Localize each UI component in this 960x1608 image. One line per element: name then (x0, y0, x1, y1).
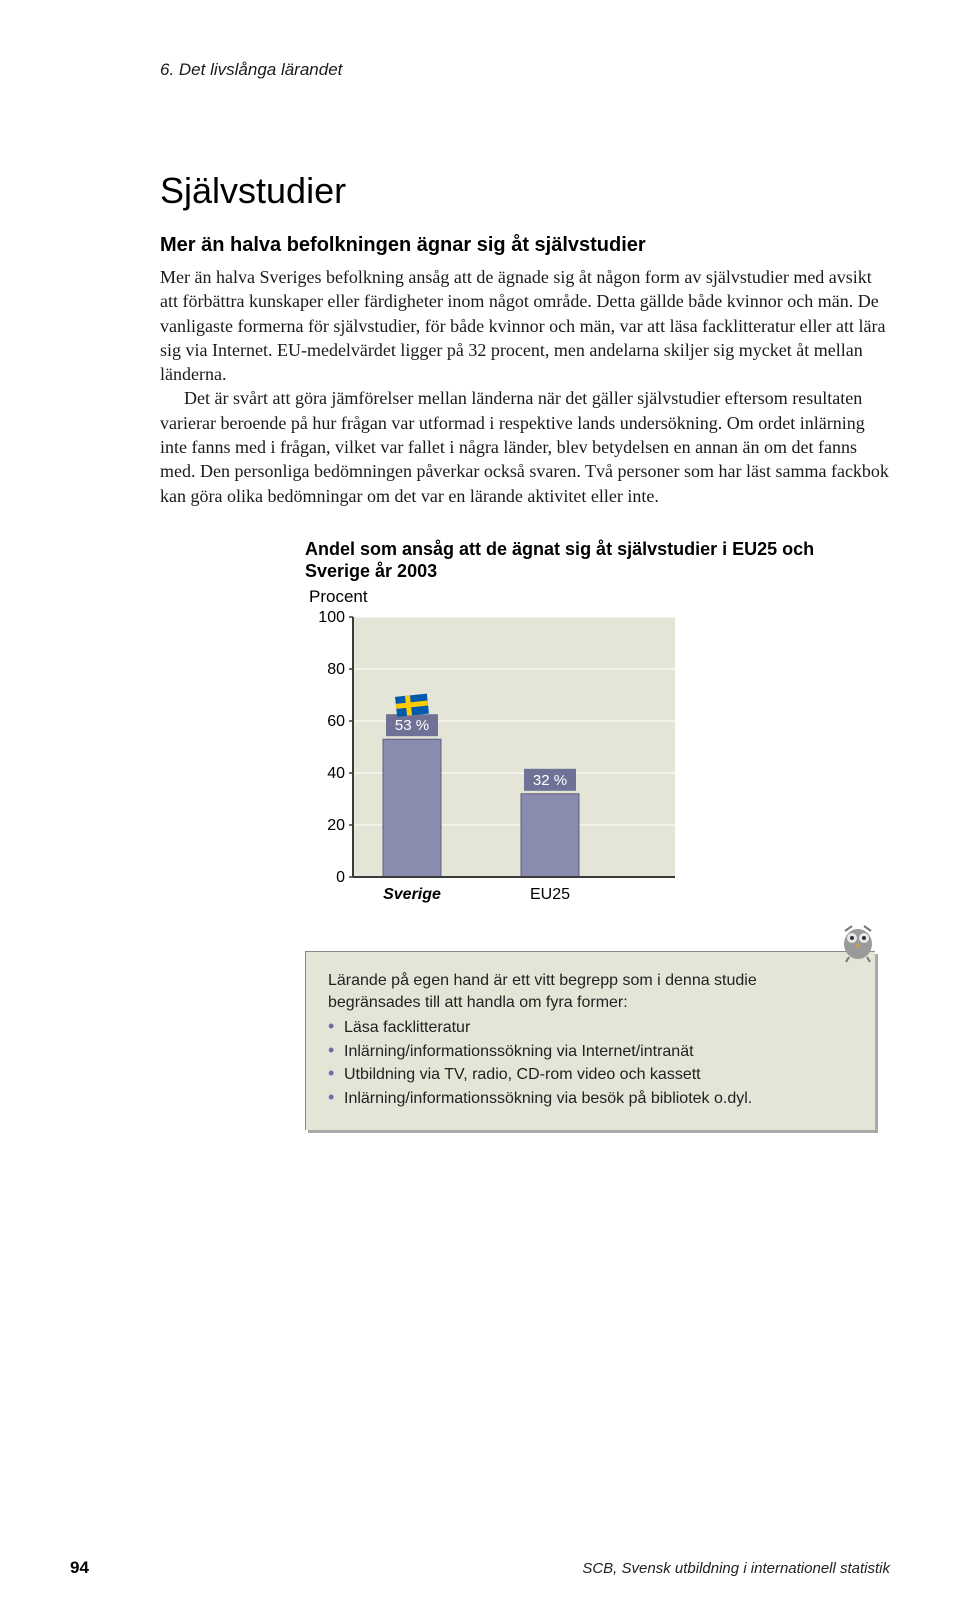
paragraph-1: Mer än halva Sveriges befolkning ansåg a… (160, 265, 890, 386)
svg-text:EU25: EU25 (530, 886, 570, 903)
svg-text:Sverige: Sverige (383, 886, 441, 903)
svg-text:60: 60 (327, 713, 345, 730)
svg-text:40: 40 (327, 765, 345, 782)
svg-text:32 %: 32 % (533, 772, 567, 789)
body-text: Mer än halva Sveriges befolkning ansåg a… (160, 265, 890, 508)
info-box-list: Läsa facklitteratur Inlärning/informatio… (328, 1017, 853, 1109)
svg-text:20: 20 (327, 817, 345, 834)
running-head: 6. Det livslånga lärandet (160, 60, 890, 80)
svg-text:0: 0 (336, 869, 345, 886)
paragraph-2: Det är svårt att göra jämförelser mellan… (160, 386, 890, 507)
svg-text:53 %: 53 % (395, 717, 429, 734)
info-box-intro: Lärande på egen hand är ett vitt begrepp… (328, 970, 853, 1013)
footer: 94 SCB, Svensk utbildning i internatione… (70, 1558, 890, 1578)
chart-title: Andel som ansåg att de ägnat sig åt själ… (305, 538, 815, 583)
list-item: Utbildning via TV, radio, CD-rom video o… (328, 1064, 853, 1086)
svg-text:100: 100 (318, 611, 345, 626)
list-item: Inlärning/informationssökning via besök … (328, 1088, 853, 1110)
chart-y-axis-label: Procent (309, 587, 815, 607)
chart-block: Andel som ansåg att de ägnat sig åt själ… (305, 538, 815, 911)
list-item: Inlärning/informationssökning via Intern… (328, 1041, 853, 1063)
page-number: 94 (70, 1558, 89, 1578)
info-box: Lärande på egen hand är ett vitt begrepp… (305, 951, 875, 1130)
footer-reference: SCB, Svensk utbildning i internationell … (582, 1560, 890, 1577)
chart-svg-wrap: 0 20 40 60 80 100 53 % Sverige 32 % EU25 (305, 611, 685, 911)
list-item: Läsa facklitteratur (328, 1017, 853, 1039)
page: 6. Det livslånga lärandet Självstudier M… (0, 0, 960, 1608)
bar-chart: 0 20 40 60 80 100 53 % Sverige 32 % EU25 (305, 611, 685, 911)
svg-text:80: 80 (327, 661, 345, 678)
page-title: Självstudier (160, 170, 890, 212)
section-subtitle: Mer än halva befolkningen ägnar sig åt s… (160, 234, 890, 257)
owl-icon (835, 918, 881, 964)
